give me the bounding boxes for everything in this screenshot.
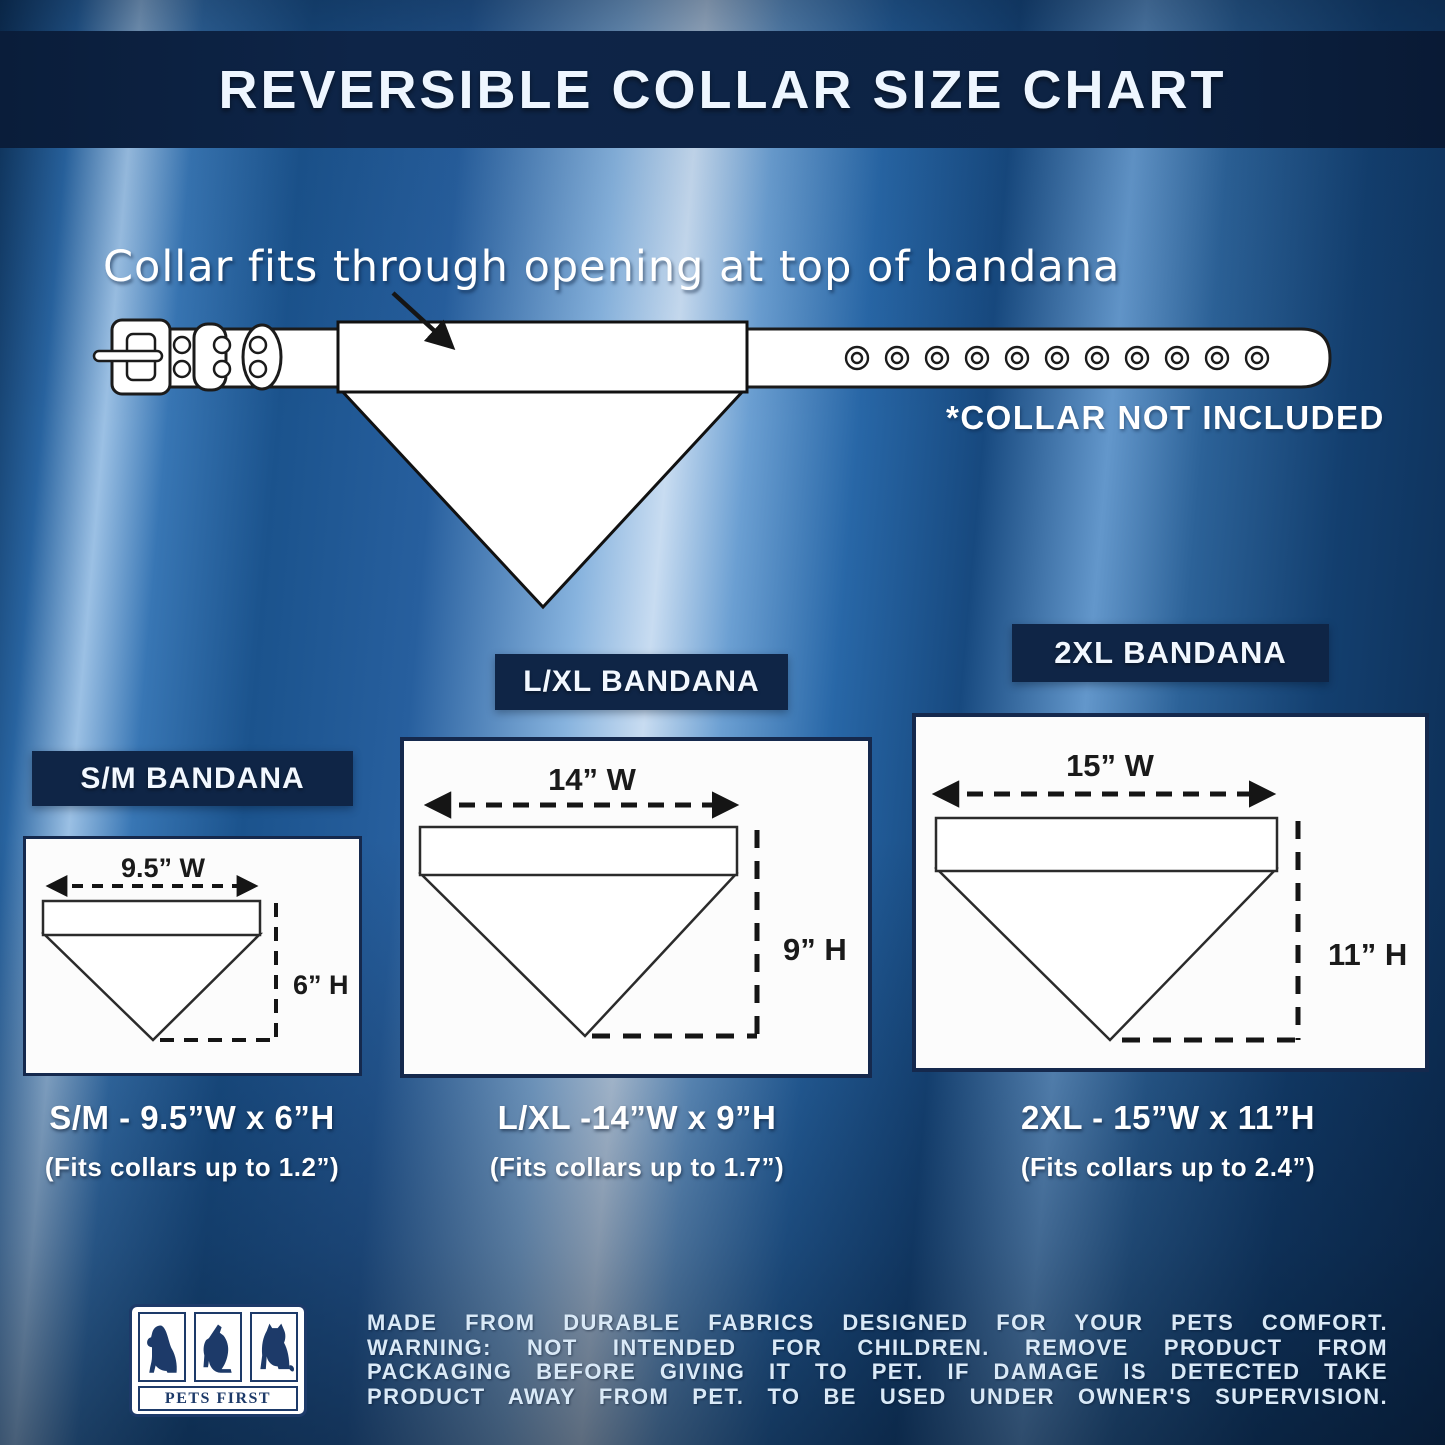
2xl-bandana-label: 2XL BANDANA xyxy=(1012,624,1329,682)
warning-line-2: WARNING: NOT INTENDED FOR CHILDREN. REMO… xyxy=(367,1334,1388,1360)
shepherd-dog-icon xyxy=(260,1323,294,1372)
sitting-dog-icon xyxy=(147,1325,177,1373)
2xl-fits-note: (Fits collars up to 2.4”) xyxy=(1020,1152,1316,1182)
warning-line-3: PACKAGING BEFORE GIVING IT TO PET. IF DA… xyxy=(367,1359,1388,1384)
warning-text-block: MADE FROM DURABLE FABRICS DESIGNED FOR Y… xyxy=(367,1310,1388,1409)
lxl-bandana-label: L/XL BANDANA xyxy=(495,654,788,710)
logo-wordmark: PETS FIRST xyxy=(138,1386,298,1411)
logo-dog-frame-3 xyxy=(250,1312,298,1382)
page-title: REVERSIBLE COLLAR SIZE CHART xyxy=(218,59,1227,120)
pets-first-logo: PETS FIRST xyxy=(129,1304,307,1417)
collar-caption: Collar fits through opening at top of ba… xyxy=(103,242,1121,292)
logo-pet-frames xyxy=(138,1312,298,1382)
warning-line-4: PRODUCT AWAY FROM PET. TO BE USED UNDER … xyxy=(367,1383,1388,1409)
logo-dog-frame-2 xyxy=(194,1312,242,1382)
2xl-height-value: 11” H xyxy=(1328,937,1408,972)
lxl-size-summary: L/XL -14”W x 9”H xyxy=(497,1099,777,1136)
sm-fits-note: (Fits collars up to 1.2”) xyxy=(44,1152,340,1182)
sm-width-value: 9.5” W xyxy=(120,853,206,883)
warning-line-1: MADE FROM DURABLE FABRICS DESIGNED FOR Y… xyxy=(367,1310,1388,1335)
title-bar: REVERSIBLE COLLAR SIZE CHART xyxy=(0,31,1445,148)
2xl-width-value: 15” W xyxy=(1066,748,1154,783)
lxl-height-value: 9” H xyxy=(783,932,847,967)
2xl-size-summary: 2XL - 15”W x 11”H xyxy=(1020,1099,1316,1136)
sm-size-summary: S/M - 9.5”W x 6”H xyxy=(49,1099,335,1136)
lxl-fits-note: (Fits collars up to 1.7”) xyxy=(489,1152,785,1182)
collar-not-included-note: *COLLAR NOT INCLUDED xyxy=(946,399,1385,436)
lxl-width-value: 14” W xyxy=(548,762,636,797)
howling-dog-icon xyxy=(203,1324,232,1373)
2xl-diagram-box xyxy=(912,713,1429,1072)
logo-dog-frame-1 xyxy=(138,1312,186,1382)
sm-height-value: 6” H xyxy=(293,970,349,1000)
sm-bandana-label: S/M BANDANA xyxy=(32,751,353,806)
